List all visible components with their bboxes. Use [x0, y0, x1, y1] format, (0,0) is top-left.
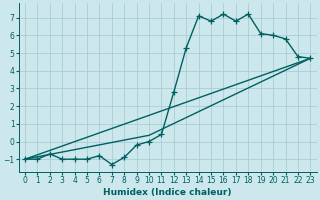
X-axis label: Humidex (Indice chaleur): Humidex (Indice chaleur) — [103, 188, 232, 197]
